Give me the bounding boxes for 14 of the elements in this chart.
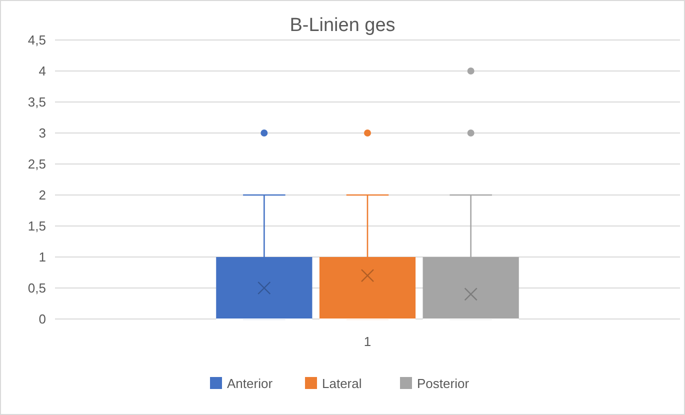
y-tick-label: 3 <box>38 126 46 140</box>
legend-label: Anterior <box>227 376 274 391</box>
y-tick-label: 1,5 <box>28 218 46 234</box>
y-tick-label: 0 <box>38 312 46 326</box>
y-tick-label: 1 <box>38 250 46 264</box>
y-tick-label: 3,5 <box>28 94 46 110</box>
legend-label: Posterior <box>417 376 470 391</box>
y-tick-label: 2,5 <box>28 156 46 172</box>
y-tick-label: 4,5 <box>28 32 46 48</box>
y-tick-label: 4 <box>38 64 46 78</box>
legend-label: Lateral <box>322 376 362 391</box>
chart-title: B-Linien ges <box>290 15 396 36</box>
y-tick-label: 2 <box>38 188 46 202</box>
y-tick-label: 0,5 <box>28 280 46 296</box>
